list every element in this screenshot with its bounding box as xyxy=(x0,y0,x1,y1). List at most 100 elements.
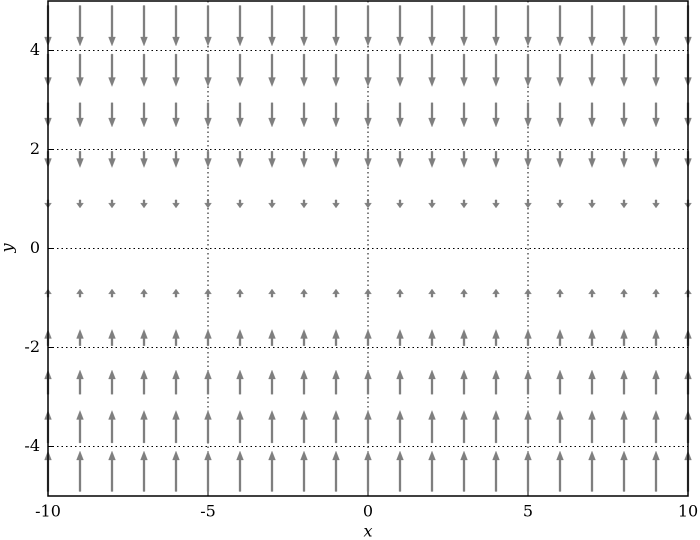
arrow xyxy=(76,450,84,492)
arrow xyxy=(492,410,500,444)
arrow xyxy=(364,102,372,128)
arrow xyxy=(396,369,404,395)
arrow xyxy=(588,5,596,47)
arrow xyxy=(108,369,116,395)
arrow xyxy=(524,5,532,47)
arrow xyxy=(556,102,564,128)
y-tick-label: -4 xyxy=(24,436,40,455)
arrow xyxy=(172,410,180,444)
arrow xyxy=(300,410,308,444)
arrow xyxy=(556,450,564,492)
y-tick-label: -2 xyxy=(24,337,40,356)
arrow xyxy=(300,53,308,87)
arrow xyxy=(620,288,628,298)
arrow xyxy=(492,102,500,128)
arrow xyxy=(364,369,372,395)
arrow xyxy=(588,329,596,346)
arrow xyxy=(652,53,660,87)
arrow xyxy=(428,410,436,444)
arrow xyxy=(76,329,84,346)
arrow xyxy=(268,329,276,346)
arrow xyxy=(556,199,564,209)
arrow xyxy=(236,450,244,492)
arrow xyxy=(268,450,276,492)
arrow xyxy=(108,288,116,298)
arrow xyxy=(492,151,500,168)
arrow xyxy=(620,5,628,47)
arrow xyxy=(652,102,660,128)
arrow xyxy=(300,329,308,346)
arrow xyxy=(556,288,564,298)
arrow xyxy=(300,369,308,395)
arrow xyxy=(652,288,660,298)
arrow xyxy=(76,5,84,47)
arrow xyxy=(140,199,148,209)
arrow xyxy=(524,329,532,346)
arrow xyxy=(652,5,660,47)
arrow xyxy=(140,410,148,444)
arrow xyxy=(76,410,84,444)
arrow xyxy=(492,288,500,298)
arrow xyxy=(332,53,340,87)
arrow xyxy=(140,5,148,47)
arrow xyxy=(76,199,84,209)
arrow xyxy=(332,5,340,47)
arrow xyxy=(108,450,116,492)
arrow xyxy=(556,329,564,346)
arrow xyxy=(140,369,148,395)
arrow xyxy=(300,5,308,47)
arrow xyxy=(140,329,148,346)
arrow xyxy=(332,102,340,128)
arrow xyxy=(204,288,212,298)
arrow xyxy=(236,369,244,395)
arrow xyxy=(140,288,148,298)
arrow xyxy=(396,288,404,298)
arrow xyxy=(556,410,564,444)
arrow xyxy=(236,102,244,128)
x-tick-label: -5 xyxy=(200,502,216,521)
arrow xyxy=(172,288,180,298)
arrow xyxy=(460,288,468,298)
arrow xyxy=(172,450,180,492)
arrow xyxy=(204,329,212,346)
arrow xyxy=(652,199,660,209)
arrow xyxy=(172,199,180,209)
arrow xyxy=(620,410,628,444)
arrow xyxy=(588,410,596,444)
arrow xyxy=(364,288,372,298)
arrow xyxy=(428,369,436,395)
y-axis-label: y xyxy=(0,243,17,254)
arrow xyxy=(268,53,276,87)
arrow xyxy=(172,369,180,395)
arrow xyxy=(620,102,628,128)
arrow xyxy=(460,450,468,492)
arrow xyxy=(556,53,564,87)
arrow xyxy=(204,5,212,47)
arrow xyxy=(588,53,596,87)
arrow xyxy=(268,410,276,444)
arrow xyxy=(332,450,340,492)
arrow xyxy=(620,369,628,395)
arrow xyxy=(588,288,596,298)
arrow xyxy=(108,329,116,346)
arrow xyxy=(460,151,468,168)
arrow xyxy=(396,199,404,209)
arrow xyxy=(460,53,468,87)
arrow xyxy=(236,329,244,346)
arrow xyxy=(524,151,532,168)
x-axis-label: x xyxy=(363,522,372,540)
arrow xyxy=(268,288,276,298)
arrow xyxy=(108,5,116,47)
arrow xyxy=(332,369,340,395)
arrow xyxy=(524,199,532,209)
arrow xyxy=(364,410,372,444)
arrow xyxy=(396,151,404,168)
arrow xyxy=(364,151,372,168)
arrow xyxy=(236,151,244,168)
arrow xyxy=(620,199,628,209)
arrow xyxy=(140,102,148,128)
arrow xyxy=(652,329,660,346)
arrow xyxy=(172,102,180,128)
arrow xyxy=(204,102,212,128)
